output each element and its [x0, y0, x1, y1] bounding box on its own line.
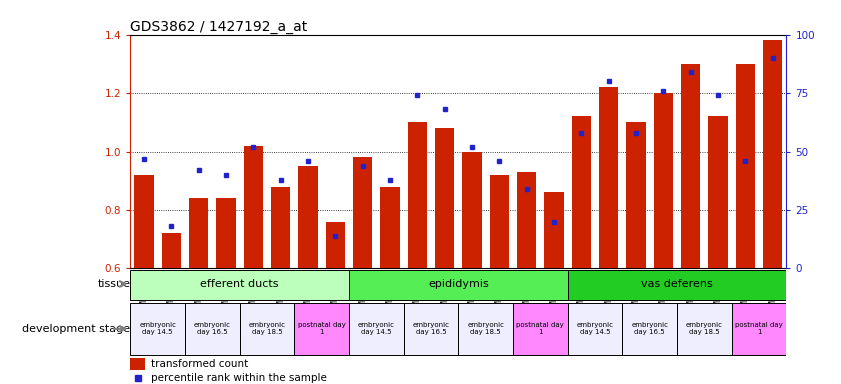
Text: transformed count: transformed count: [151, 359, 249, 369]
Bar: [732, 303, 786, 354]
Text: embryonic
day 14.5: embryonic day 14.5: [577, 322, 613, 335]
Bar: [736, 64, 755, 268]
Bar: [135, 175, 154, 268]
Bar: [458, 303, 513, 354]
Bar: [513, 303, 568, 354]
Bar: [244, 146, 263, 268]
Bar: [294, 303, 349, 354]
Text: embryonic
day 16.5: embryonic day 16.5: [194, 322, 230, 335]
Bar: [216, 198, 235, 268]
Text: postnatal day
1: postnatal day 1: [298, 322, 346, 335]
Bar: [404, 303, 458, 354]
Text: development stage: development stage: [22, 324, 130, 334]
Bar: [130, 270, 349, 300]
Bar: [435, 128, 454, 268]
Bar: [130, 303, 185, 354]
Text: embryonic
day 14.5: embryonic day 14.5: [140, 322, 176, 335]
Bar: [708, 116, 727, 268]
Text: embryonic
day 18.5: embryonic day 18.5: [468, 322, 504, 335]
Bar: [349, 303, 404, 354]
Text: GDS3862 / 1427192_a_at: GDS3862 / 1427192_a_at: [130, 20, 308, 33]
Text: embryonic
day 18.5: embryonic day 18.5: [686, 322, 722, 335]
Bar: [353, 157, 373, 268]
Bar: [299, 166, 318, 268]
Text: percentile rank within the sample: percentile rank within the sample: [151, 373, 327, 383]
Bar: [568, 303, 622, 354]
Bar: [325, 222, 345, 268]
Bar: [653, 93, 673, 268]
Bar: [463, 152, 482, 268]
Bar: [599, 87, 618, 268]
Bar: [627, 122, 646, 268]
Bar: [622, 303, 677, 354]
Bar: [240, 303, 294, 354]
Text: tissue: tissue: [98, 279, 130, 289]
Bar: [681, 64, 701, 268]
Bar: [763, 40, 782, 268]
Text: embryonic
day 18.5: embryonic day 18.5: [249, 322, 285, 335]
Text: embryonic
day 16.5: embryonic day 16.5: [413, 322, 449, 335]
Text: vas deferens: vas deferens: [641, 279, 713, 289]
Bar: [544, 192, 563, 268]
Text: postnatal day
1: postnatal day 1: [735, 322, 783, 335]
Bar: [161, 233, 181, 268]
Bar: [572, 116, 591, 268]
Bar: [408, 122, 427, 268]
Bar: [380, 187, 399, 268]
Text: postnatal day
1: postnatal day 1: [516, 322, 564, 335]
Bar: [489, 175, 509, 268]
Text: embryonic
day 14.5: embryonic day 14.5: [358, 322, 394, 335]
Bar: [517, 172, 537, 268]
Bar: [130, 358, 145, 370]
Text: epididymis: epididymis: [428, 279, 489, 289]
Bar: [677, 303, 732, 354]
Bar: [349, 270, 568, 300]
Text: efferent ducts: efferent ducts: [200, 279, 279, 289]
Bar: [185, 303, 240, 354]
Bar: [189, 198, 209, 268]
Text: embryonic
day 16.5: embryonic day 16.5: [632, 322, 668, 335]
Bar: [568, 270, 786, 300]
Bar: [271, 187, 290, 268]
